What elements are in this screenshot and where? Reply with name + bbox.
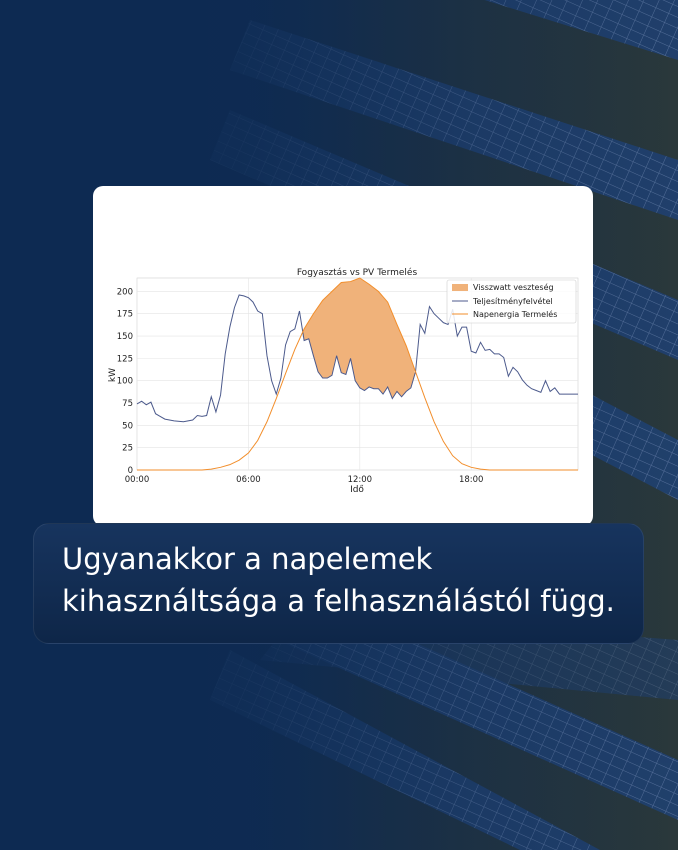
y-tick-label: 0 [128, 466, 133, 476]
legend-swatch-loss [452, 284, 468, 291]
y-tick-label: 200 [117, 287, 133, 297]
caption-box: Ugyanakkor a napelemek kihasználtsága a … [33, 523, 644, 644]
legend-box [446, 279, 577, 324]
loss-area [303, 278, 415, 399]
y-tick-label: 25 [122, 444, 133, 454]
x-tick-label: 00:00 [125, 475, 150, 485]
y-axis-label: kW [108, 368, 118, 382]
x-tick-label: 12:00 [348, 475, 373, 485]
axes: 0 25 50 75 100 125 150 175 200 00:00 06:00 12:00 18:… [117, 287, 484, 485]
chart-card: Fogyasztás vs PV Termelés Idő kW 0 25 50 75… [93, 186, 593, 526]
legend-label-loss: Visszwatt veszteség [473, 282, 554, 292]
y-tick-label: 125 [117, 354, 133, 364]
x-tick-label: 06:00 [236, 475, 261, 485]
x-axis-label: Idő [350, 485, 364, 495]
consumption-line [136, 294, 578, 423]
y-tick-label: 150 [117, 332, 133, 342]
legend: Visszwatt veszteség Teljesítményfelvétel… [446, 279, 577, 324]
y-tick-label: 75 [122, 399, 133, 409]
y-tick-label: 50 [122, 421, 133, 431]
caption-line-2: kihasználtsága a felhasználástól függ. [62, 584, 615, 618]
legend-label-pv: Napenergia Termelés [473, 309, 557, 319]
series-lines [136, 277, 578, 471]
chart-title: Fogyasztás vs PV Termelés [297, 267, 418, 278]
consumption-vs-pv-chart: Fogyasztás vs PV Termelés Idő kW 0 25 50 75… [108, 267, 579, 495]
loss-area-segment [303, 278, 415, 399]
x-tick-label: 18:00 [459, 475, 484, 485]
caption-text: Ugyanakkor a napelemek kihasználtsága a … [62, 538, 643, 622]
legend-label-consumption: Teljesítményfelvétel [472, 296, 553, 306]
y-tick-label: 175 [117, 310, 133, 320]
y-tick-label: 100 [117, 377, 133, 387]
caption-line-1: Ugyanakkor a napelemek [62, 542, 433, 576]
pv-production-line [137, 277, 578, 471]
